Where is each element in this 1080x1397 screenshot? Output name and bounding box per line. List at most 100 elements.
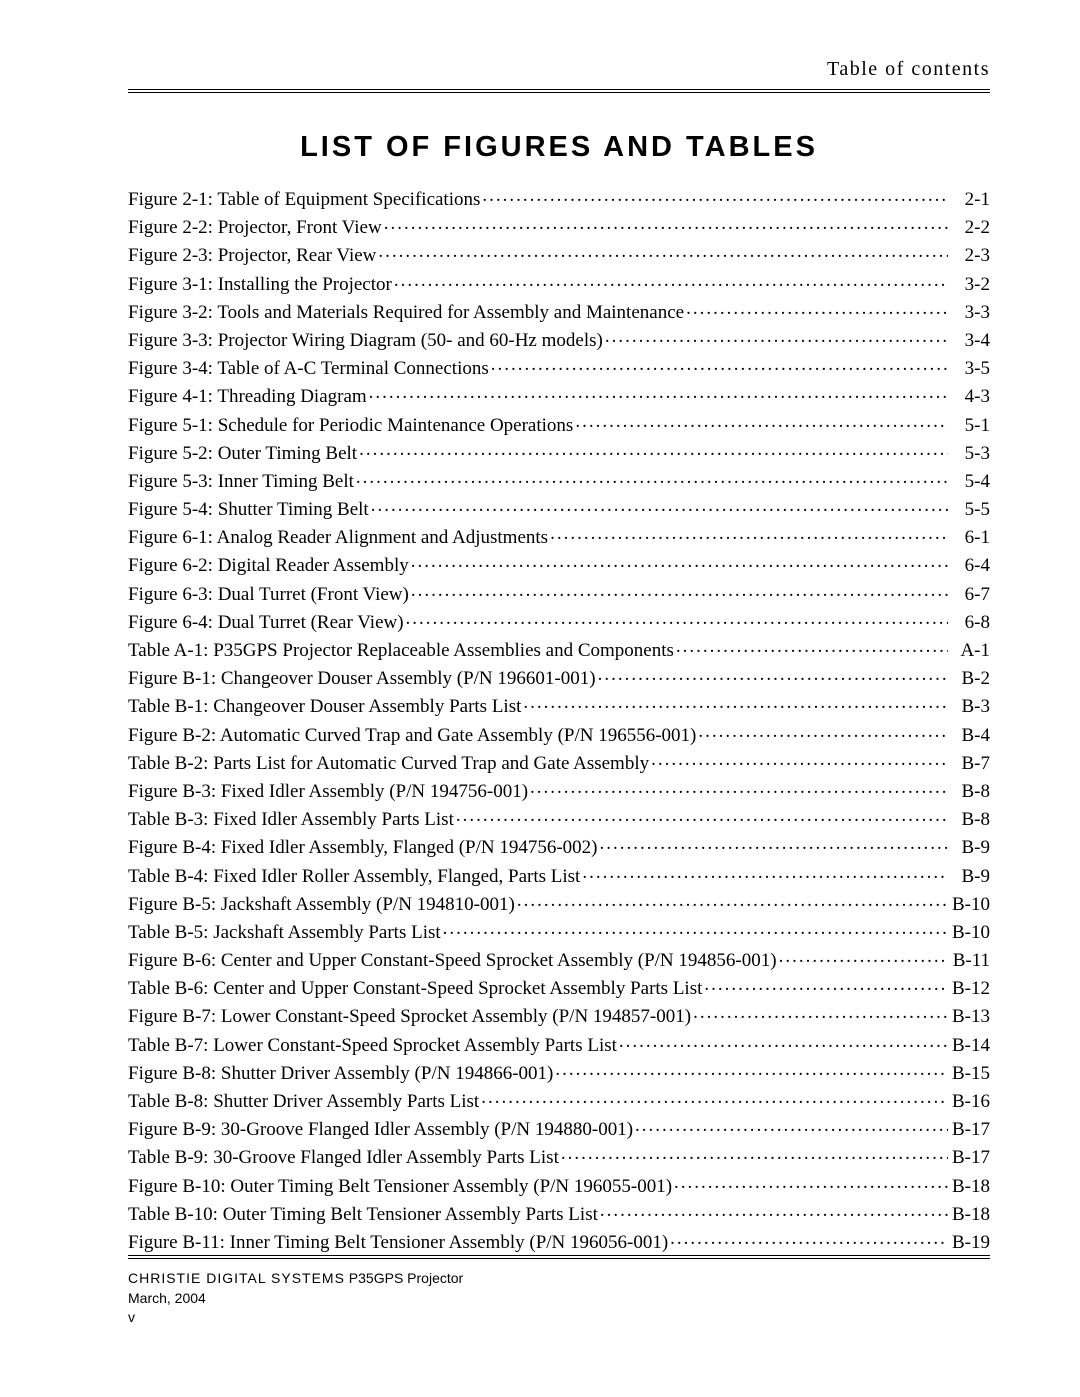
toc-page: B-10: [950, 895, 990, 914]
toc-page: 5-1: [950, 416, 990, 435]
toc-row: Figure 3-3: Projector Wiring Diagram (50…: [128, 327, 990, 350]
toc-leader: [411, 552, 948, 571]
toc-label: Figure B-2: Automatic Curved Trap and Ga…: [128, 726, 696, 745]
toc-row: Figure B-4: Fixed Idler Assembly, Flange…: [128, 834, 990, 857]
toc-row: Figure 6-3: Dual Turret (Front View)6-7: [128, 581, 990, 604]
toc-leader: [530, 778, 948, 797]
toc-page: B-17: [950, 1120, 990, 1139]
toc-leader: [394, 271, 948, 290]
toc-row: Figure B-3: Fixed Idler Assembly (P/N 19…: [128, 778, 990, 801]
toc-list: Figure 2-1: Table of Equipment Specifica…: [128, 186, 990, 1252]
toc-leader: [600, 834, 948, 853]
toc-row: Table B-10: Outer Timing Belt Tensioner …: [128, 1201, 990, 1224]
toc-leader: [575, 412, 948, 431]
toc-page: B-7: [950, 754, 990, 773]
toc-row: Figure 3-4: Table of A-C Terminal Connec…: [128, 355, 990, 378]
toc-page: 2-1: [950, 190, 990, 209]
toc-page: 2-3: [950, 246, 990, 265]
toc-leader: [491, 355, 948, 374]
toc-row: Table B-9: 30-Groove Flanged Idler Assem…: [128, 1144, 990, 1167]
toc-row: Figure B-5: Jackshaft Assembly (P/N 1948…: [128, 891, 990, 914]
toc-label: Figure 6-4: Dual Turret (Rear View): [128, 613, 404, 632]
toc-leader: [676, 637, 948, 656]
toc-row: Figure 3-2: Tools and Materials Required…: [128, 299, 990, 322]
toc-page: B-9: [950, 867, 990, 886]
toc-page: B-18: [950, 1205, 990, 1224]
toc-leader: [378, 242, 948, 261]
toc-label: Table B-2: Parts List for Automatic Curv…: [128, 754, 649, 773]
toc-row: Figure B-11: Inner Timing Belt Tensioner…: [128, 1229, 990, 1252]
toc-label: Figure 3-3: Projector Wiring Diagram (50…: [128, 331, 603, 350]
toc-label: Figure 3-1: Installing the Projector: [128, 275, 392, 294]
toc-leader: [635, 1116, 948, 1135]
toc-page: 6-4: [950, 556, 990, 575]
toc-label: Table B-1: Changeover Douser Assembly Pa…: [128, 697, 521, 716]
toc-page: 3-5: [950, 359, 990, 378]
toc-leader: [561, 1144, 948, 1163]
toc-leader: [384, 214, 948, 233]
toc-page: B-16: [950, 1092, 990, 1111]
toc-label: Table B-4: Fixed Idler Roller Assembly, …: [128, 867, 580, 886]
page-header: Table of contents: [128, 58, 990, 93]
toc-label: Figure 5-4: Shutter Timing Belt: [128, 500, 369, 519]
toc-row: Table B-3: Fixed Idler Assembly Parts Li…: [128, 806, 990, 829]
toc-label: Figure B-5: Jackshaft Assembly (P/N 1948…: [128, 895, 515, 914]
toc-label: Figure 2-2: Projector, Front View: [128, 218, 382, 237]
toc-leader: [605, 327, 948, 346]
toc-label: Table B-6: Center and Upper Constant-Spe…: [128, 979, 702, 998]
toc-label: Figure B-8: Shutter Driver Assembly (P/N…: [128, 1064, 553, 1083]
toc-label: Figure 3-4: Table of A-C Terminal Connec…: [128, 359, 489, 378]
toc-page: B-11: [950, 951, 990, 970]
toc-row: Table B-2: Parts List for Automatic Curv…: [128, 750, 990, 773]
footer-product: P35GPS Projector: [345, 1270, 463, 1286]
toc-row: Table B-8: Shutter Driver Assembly Parts…: [128, 1088, 990, 1111]
toc-row: Table B-5: Jackshaft Assembly Parts List…: [128, 919, 990, 942]
title-text: LIST OF FIGURES AND TABLES: [300, 131, 818, 163]
toc-leader: [693, 1003, 948, 1022]
toc-leader: [523, 693, 948, 712]
toc-page: 5-3: [950, 444, 990, 463]
footer-date: March, 2004: [128, 1289, 990, 1308]
toc-leader: [651, 750, 948, 769]
toc-page: B-15: [950, 1064, 990, 1083]
toc-page: A-1: [950, 641, 990, 660]
toc-label: Table B-3: Fixed Idler Assembly Parts Li…: [128, 810, 454, 829]
toc-row: Figure 5-1: Schedule for Periodic Mainte…: [128, 412, 990, 435]
toc-row: Figure 5-4: Shutter Timing Belt5-5: [128, 496, 990, 519]
toc-page: B-10: [950, 923, 990, 942]
toc-label: Table B-9: 30-Groove Flanged Idler Assem…: [128, 1148, 559, 1167]
toc-row: Table B-1: Changeover Douser Assembly Pa…: [128, 693, 990, 716]
toc-label: Figure 5-1: Schedule for Periodic Mainte…: [128, 416, 573, 435]
toc-page: 3-2: [950, 275, 990, 294]
toc-label: Figure 5-3: Inner Timing Belt: [128, 472, 354, 491]
toc-label: Figure B-1: Changeover Douser Assembly (…: [128, 669, 596, 688]
toc-label: Figure 5-2: Outer Timing Belt: [128, 444, 357, 463]
toc-row: Figure 2-2: Projector, Front View2-2: [128, 214, 990, 237]
toc-row: Figure 3-1: Installing the Projector 3-2: [128, 271, 990, 294]
toc-label: Figure B-9: 30-Groove Flanged Idler Asse…: [128, 1120, 633, 1139]
toc-label: Table B-7: Lower Constant-Speed Sprocket…: [128, 1036, 617, 1055]
toc-row: Figure 5-2: Outer Timing Belt 5-3: [128, 440, 990, 463]
toc-row: Figure 2-1: Table of Equipment Specifica…: [128, 186, 990, 209]
footer-brand: CHRISTIE DIGITAL SYSTEMS: [128, 1270, 345, 1286]
toc-leader: [555, 1060, 948, 1079]
toc-page: B-18: [950, 1177, 990, 1196]
toc-label: Figure B-6: Center and Upper Constant-Sp…: [128, 951, 777, 970]
toc-label: Table A-1: P35GPS Projector Replaceable …: [128, 641, 674, 660]
toc-label: Figure 3-2: Tools and Materials Required…: [128, 303, 684, 322]
toc-label: Figure 6-1: Analog Reader Alignment and …: [128, 528, 548, 547]
toc-leader: [406, 609, 948, 628]
toc-leader: [779, 947, 948, 966]
toc-page: B-13: [950, 1007, 990, 1026]
toc-page: B-3: [950, 697, 990, 716]
toc-page: B-2: [950, 669, 990, 688]
toc-label: Table B-5: Jackshaft Assembly Parts List: [128, 923, 441, 942]
footer-line-1: CHRISTIE DIGITAL SYSTEMS P35GPS Projecto…: [128, 1269, 990, 1289]
toc-leader: [369, 383, 948, 402]
toc-label: Figure B-3: Fixed Idler Assembly (P/N 19…: [128, 782, 528, 801]
toc-label: Figure B-10: Outer Timing Belt Tensioner…: [128, 1177, 672, 1196]
toc-page: 3-3: [950, 303, 990, 322]
toc-page: 6-1: [950, 528, 990, 547]
toc-row: Table B-7: Lower Constant-Speed Sprocket…: [128, 1032, 990, 1055]
toc-leader: [670, 1229, 948, 1248]
